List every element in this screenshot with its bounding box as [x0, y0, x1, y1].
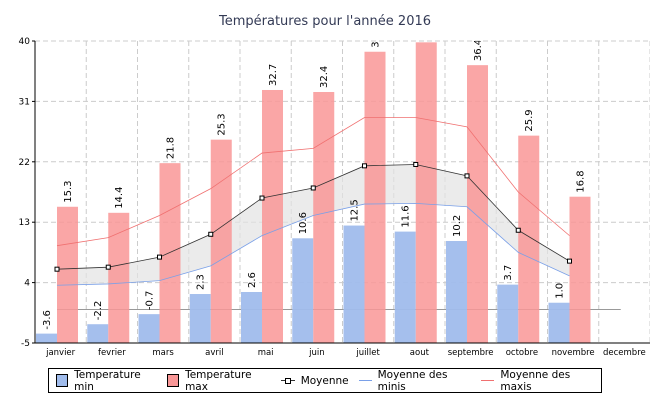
legend-swatch — [56, 374, 69, 387]
bar-max — [467, 65, 488, 343]
x-tick-label: septembre — [448, 348, 494, 358]
bar-max — [262, 89, 283, 343]
moyenne-point — [259, 195, 265, 201]
x-tick-label: juin — [308, 348, 325, 358]
moyenne-point — [464, 173, 470, 179]
data-label-min: 11.6 — [401, 205, 412, 227]
moyenne-point — [413, 161, 419, 167]
bar-min — [87, 324, 109, 343]
legend: Temperature min Temperature max Moyenne … — [48, 368, 602, 393]
y-tick-label: 40 — [19, 37, 31, 47]
y-tick-label: -5 — [21, 339, 30, 349]
chart-title: Températures pour l'année 2016 — [218, 14, 432, 29]
legend-item-moyenne: Moyenne — [280, 374, 349, 387]
y-tick-label: 22 — [19, 158, 30, 168]
legend-item-maxis: Moyenne des maxis — [481, 369, 597, 393]
bar-max — [313, 92, 335, 343]
bar-max — [57, 206, 78, 343]
bar-min — [138, 314, 160, 343]
legend-swatch — [166, 374, 180, 387]
moyenne-point — [310, 185, 316, 191]
data-label-min: 12.5 — [350, 199, 361, 221]
y-tick-label: 31 — [19, 97, 30, 107]
data-label-min: -3.6 — [42, 310, 53, 330]
x-tick-label: mars — [152, 348, 174, 358]
x-tick-label: novembre — [552, 348, 595, 358]
data-label-max: 32.4 — [319, 66, 330, 88]
x-tick-label: janvier — [45, 348, 76, 358]
bar-min — [292, 238, 314, 343]
data-label-min: 2.3 — [196, 274, 207, 290]
data-label-min: 10.2 — [452, 215, 463, 237]
moyenne-point — [567, 258, 572, 264]
plot-area: -5 4 13 22 31 40 janvier fevrier mars avril mai jui… — [19, 16, 650, 358]
bar-min — [241, 291, 262, 343]
x-tick-label: octobre — [506, 348, 538, 358]
legend-label: Moyenne des maxis — [500, 368, 571, 393]
data-label-min: 2.6 — [247, 272, 258, 288]
data-label-max: 25.9 — [524, 109, 535, 131]
bar-max — [415, 42, 437, 343]
line-moyenne-maxis — [56, 117, 570, 247]
bar-min — [497, 284, 519, 343]
moyenne-band — [57, 164, 570, 286]
moyenne-point — [208, 231, 214, 237]
bar-min — [548, 302, 570, 343]
moyenne-point — [515, 227, 521, 233]
x-tick-label: juillet — [355, 348, 380, 358]
data-label-max: 39.8 — [422, 16, 433, 38]
bar-max — [569, 196, 591, 343]
bar-min — [446, 240, 467, 343]
legend-line — [358, 380, 372, 381]
legend-line — [280, 378, 295, 384]
moyenne-point — [105, 264, 111, 270]
x-tick-label: mai — [258, 348, 274, 358]
bar-min — [394, 231, 416, 343]
data-label-max: 38.4 — [371, 25, 382, 47]
data-label-min: 1.0 — [555, 283, 566, 299]
bar-max — [108, 212, 130, 343]
x-tick-label: decembre — [603, 348, 646, 358]
legend-label: Temperature max — [185, 368, 252, 393]
line-moyenne-minis — [56, 203, 570, 286]
legend-label: Moyenne — [300, 374, 349, 387]
moyenne-point — [362, 163, 367, 169]
bar-max — [364, 51, 386, 343]
data-label-min: -2.2 — [93, 301, 104, 321]
plot-content: -3.6 -2.2 -0.7 2.3 2.6 10.6 12.5 11.6 10.2 3.7 1.0… — [36, 16, 621, 343]
legend-item-max: Temperature max — [166, 368, 271, 393]
legend-item-minis: Moyenne des minis — [358, 368, 472, 393]
bar-min — [36, 333, 57, 343]
y-tick-label: 4 — [24, 279, 30, 289]
bar-min — [189, 294, 211, 343]
data-label-max: 21.8 — [166, 137, 177, 159]
data-label-max: 14.4 — [114, 187, 125, 209]
data-label-min: 3.7 — [503, 265, 514, 281]
bar-max — [159, 163, 181, 343]
data-label-max: 32.7 — [268, 64, 279, 86]
data-label-max: 36.4 — [473, 39, 484, 61]
legend-line — [481, 380, 495, 381]
legend-label: Moyenne des minis — [377, 368, 448, 393]
x-tick-label: aout — [410, 348, 430, 358]
x-tick-label: avril — [205, 348, 223, 358]
data-label-max: 15.3 — [63, 180, 74, 202]
moyenne-point — [157, 254, 162, 260]
data-label-min: 10.6 — [298, 212, 309, 234]
data-label-max: 25.3 — [217, 113, 228, 135]
legend-item-min: Temperature min — [56, 369, 157, 393]
bar-max — [518, 135, 540, 343]
data-label-max: 16.8 — [576, 170, 587, 192]
moyenne-point — [54, 266, 60, 272]
bar-max — [210, 139, 232, 343]
bar-min — [343, 225, 365, 343]
x-tick-label: fevrier — [98, 348, 126, 358]
data-label-min: -0.7 — [145, 291, 156, 311]
y-tick-label: 13 — [19, 218, 30, 228]
legend-label: Temperature min — [74, 368, 141, 393]
